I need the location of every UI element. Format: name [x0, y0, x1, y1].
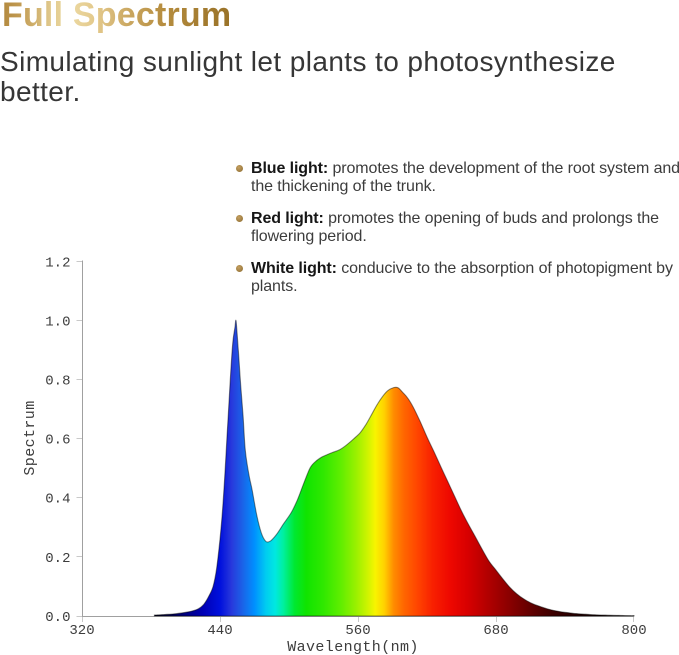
svg-text:680: 680 [483, 623, 508, 639]
svg-text:Wavelength(nm): Wavelength(nm) [287, 639, 419, 655]
svg-text:0.4: 0.4 [45, 492, 70, 508]
svg-text:1.2: 1.2 [45, 256, 70, 272]
svg-text:1.0: 1.0 [45, 315, 70, 331]
svg-text:Spectrum: Spectrum [22, 400, 39, 475]
svg-text:560: 560 [345, 623, 370, 639]
svg-text:320: 320 [69, 623, 94, 639]
svg-text:0.8: 0.8 [45, 374, 70, 390]
svg-text:0.0: 0.0 [45, 610, 70, 626]
svg-text:440: 440 [207, 623, 232, 639]
svg-text:800: 800 [621, 623, 646, 639]
svg-text:0.6: 0.6 [45, 433, 70, 449]
svg-text:0.2: 0.2 [45, 551, 70, 567]
